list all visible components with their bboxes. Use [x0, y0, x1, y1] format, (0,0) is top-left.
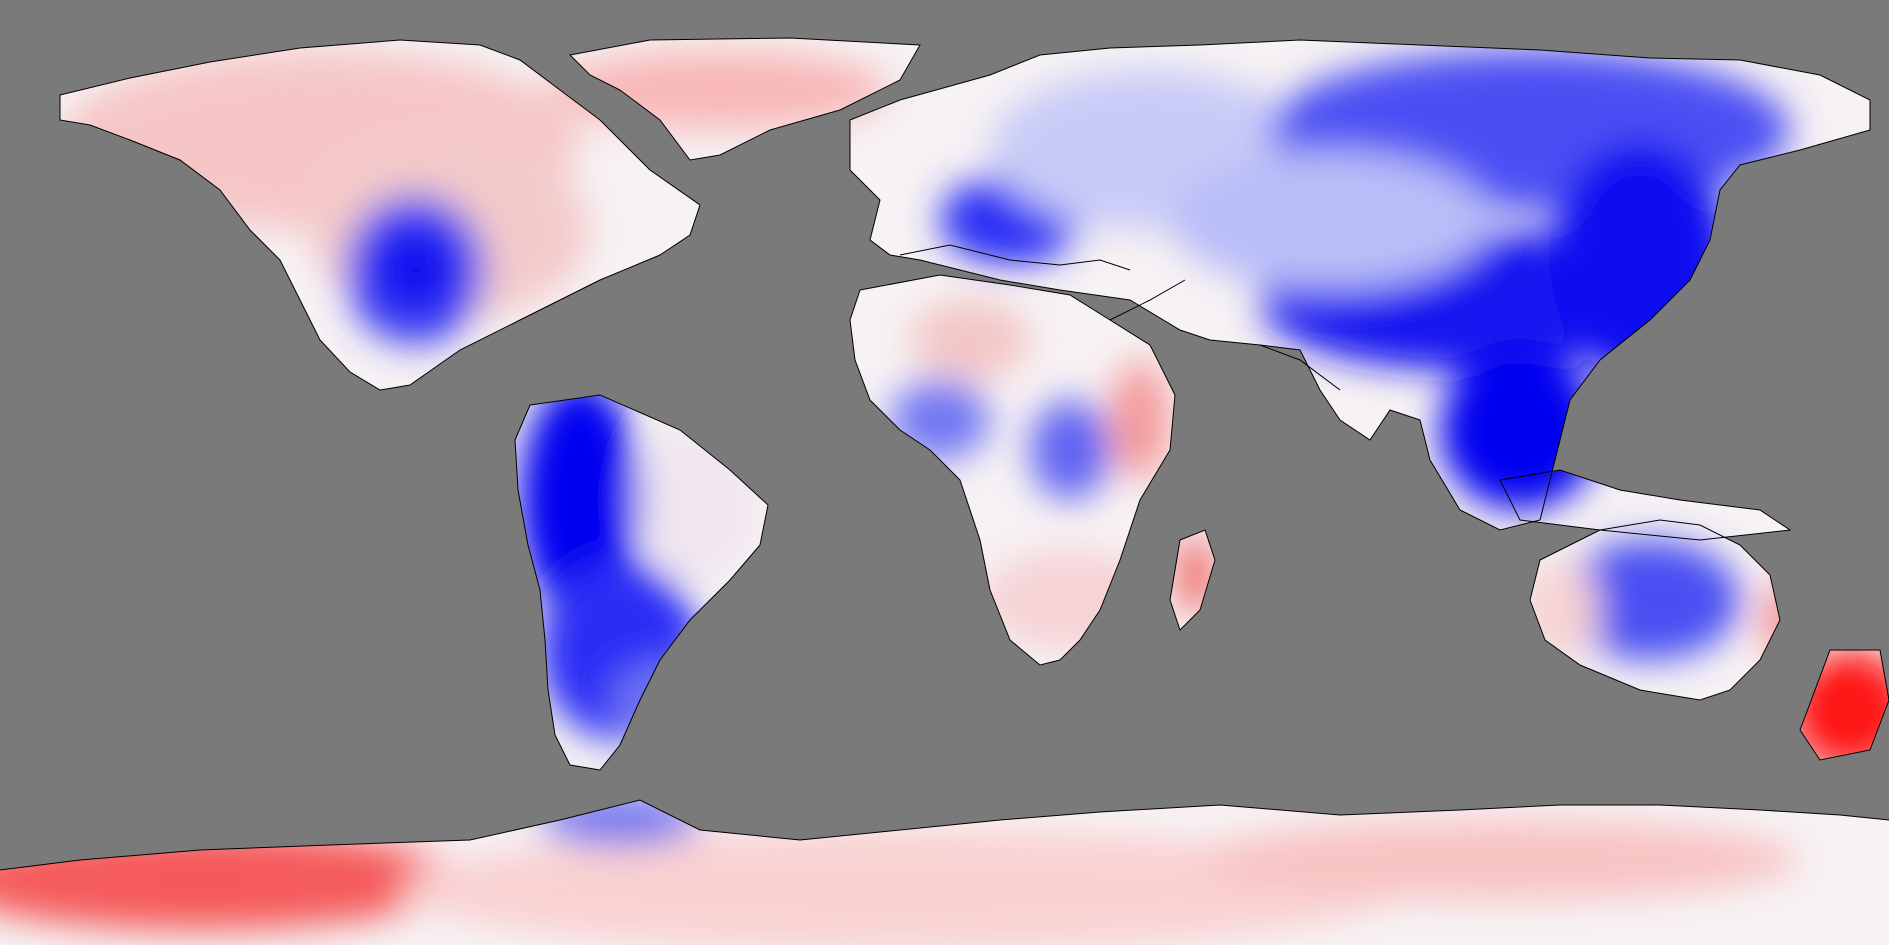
coastlines	[0, 37, 1889, 871]
